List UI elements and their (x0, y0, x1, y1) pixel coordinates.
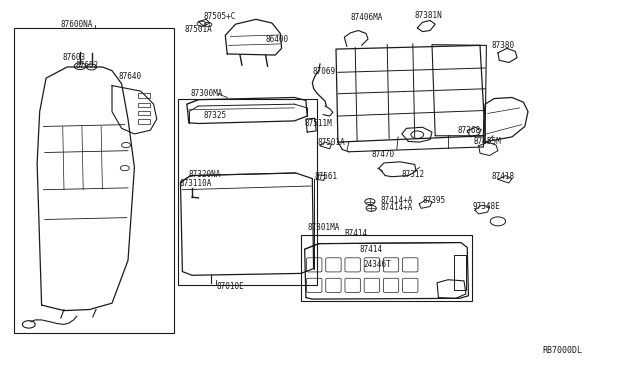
Text: 87470: 87470 (371, 150, 394, 159)
Text: 87511M: 87511M (305, 119, 332, 128)
Text: 87395: 87395 (422, 196, 445, 205)
Text: 87505+C: 87505+C (204, 12, 236, 21)
Text: 87561: 87561 (315, 172, 338, 181)
Text: 97348E: 97348E (472, 202, 500, 211)
Bar (178, 99, 317, 285)
Text: 86400: 86400 (266, 35, 289, 44)
Text: 87640: 87640 (118, 72, 141, 81)
Text: 87320NA: 87320NA (189, 170, 221, 179)
Text: 87600NA: 87600NA (61, 20, 93, 29)
Text: 87325: 87325 (204, 111, 227, 120)
Bar (14, 28, 174, 333)
Text: 87381N: 87381N (415, 11, 442, 20)
Text: 87418: 87418 (492, 172, 515, 181)
Bar (138, 93, 150, 98)
Text: 87300MA: 87300MA (191, 89, 223, 97)
Bar (454, 255, 466, 290)
Text: 87301MA: 87301MA (307, 223, 340, 232)
Text: RB7000DL: RB7000DL (543, 346, 583, 355)
Text: B7455M: B7455M (474, 137, 501, 146)
Bar (138, 119, 150, 124)
Text: 87602: 87602 (76, 61, 99, 70)
Text: B7414: B7414 (344, 229, 367, 238)
Text: 87380: 87380 (492, 41, 515, 50)
Text: 87368: 87368 (458, 126, 481, 135)
Bar (138, 111, 150, 115)
Text: 87069: 87069 (312, 67, 335, 76)
Text: 87501A: 87501A (317, 138, 345, 147)
Text: 87414: 87414 (360, 245, 383, 254)
Text: 87010E: 87010E (216, 282, 244, 291)
Text: 87603: 87603 (63, 53, 86, 62)
Text: 87414+A: 87414+A (381, 196, 413, 205)
Text: 873110A: 873110A (179, 179, 212, 187)
Bar (301, 235, 472, 301)
Text: 87414+A: 87414+A (381, 203, 413, 212)
Bar (138, 103, 150, 107)
Text: 87406MA: 87406MA (351, 13, 383, 22)
Text: 87312: 87312 (402, 170, 425, 179)
Text: 87501A: 87501A (184, 25, 212, 34)
Text: 24346T: 24346T (364, 260, 391, 269)
